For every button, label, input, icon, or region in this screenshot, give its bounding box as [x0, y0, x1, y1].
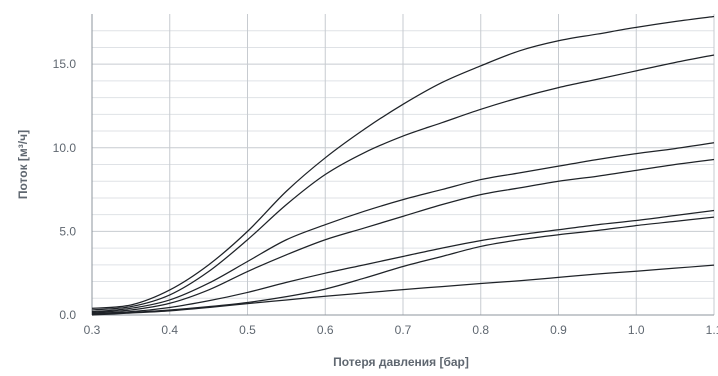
series-line-4 — [91, 158, 715, 314]
y-tick-label: 15.0 — [53, 57, 77, 71]
x-tick-label: 0.4 — [161, 323, 178, 337]
series-line-2 — [91, 54, 715, 311]
y-tick-label: 10.0 — [53, 141, 77, 155]
series-line-7 — [91, 264, 715, 316]
y-tick-labels: 0.0 5.0 10.0 15.0 — [53, 57, 77, 322]
series-line-3 — [91, 142, 715, 313]
x-tick-label: 0.3 — [84, 323, 101, 337]
x-tick-label: 0.6 — [317, 323, 334, 337]
series-line-6 — [91, 216, 715, 315]
y-axis-title: Поток [м³/ч] — [16, 130, 30, 199]
x-tick-label: 1.0 — [628, 323, 645, 337]
y-tick-label: 0.0 — [59, 308, 76, 322]
y-tick-label: 5.0 — [59, 224, 76, 238]
x-axis-title: Потеря давления [бар] — [333, 355, 469, 369]
x-tick-label: 0.7 — [395, 323, 412, 337]
x-tick-label: 0.9 — [550, 323, 567, 337]
x-tick-labels: 0.3 0.4 0.5 0.6 0.7 0.8 0.9 1.0 1.1 — [84, 323, 718, 337]
series-lines — [91, 15, 715, 316]
x-tick-label: 0.8 — [472, 323, 489, 337]
x-tick-label: 0.5 — [239, 323, 256, 337]
series-line-5 — [91, 209, 715, 314]
series-line-1 — [91, 15, 715, 309]
grid — [92, 14, 715, 315]
x-tick-label: 1.1 — [706, 323, 718, 337]
plot-frame — [91, 14, 714, 316]
